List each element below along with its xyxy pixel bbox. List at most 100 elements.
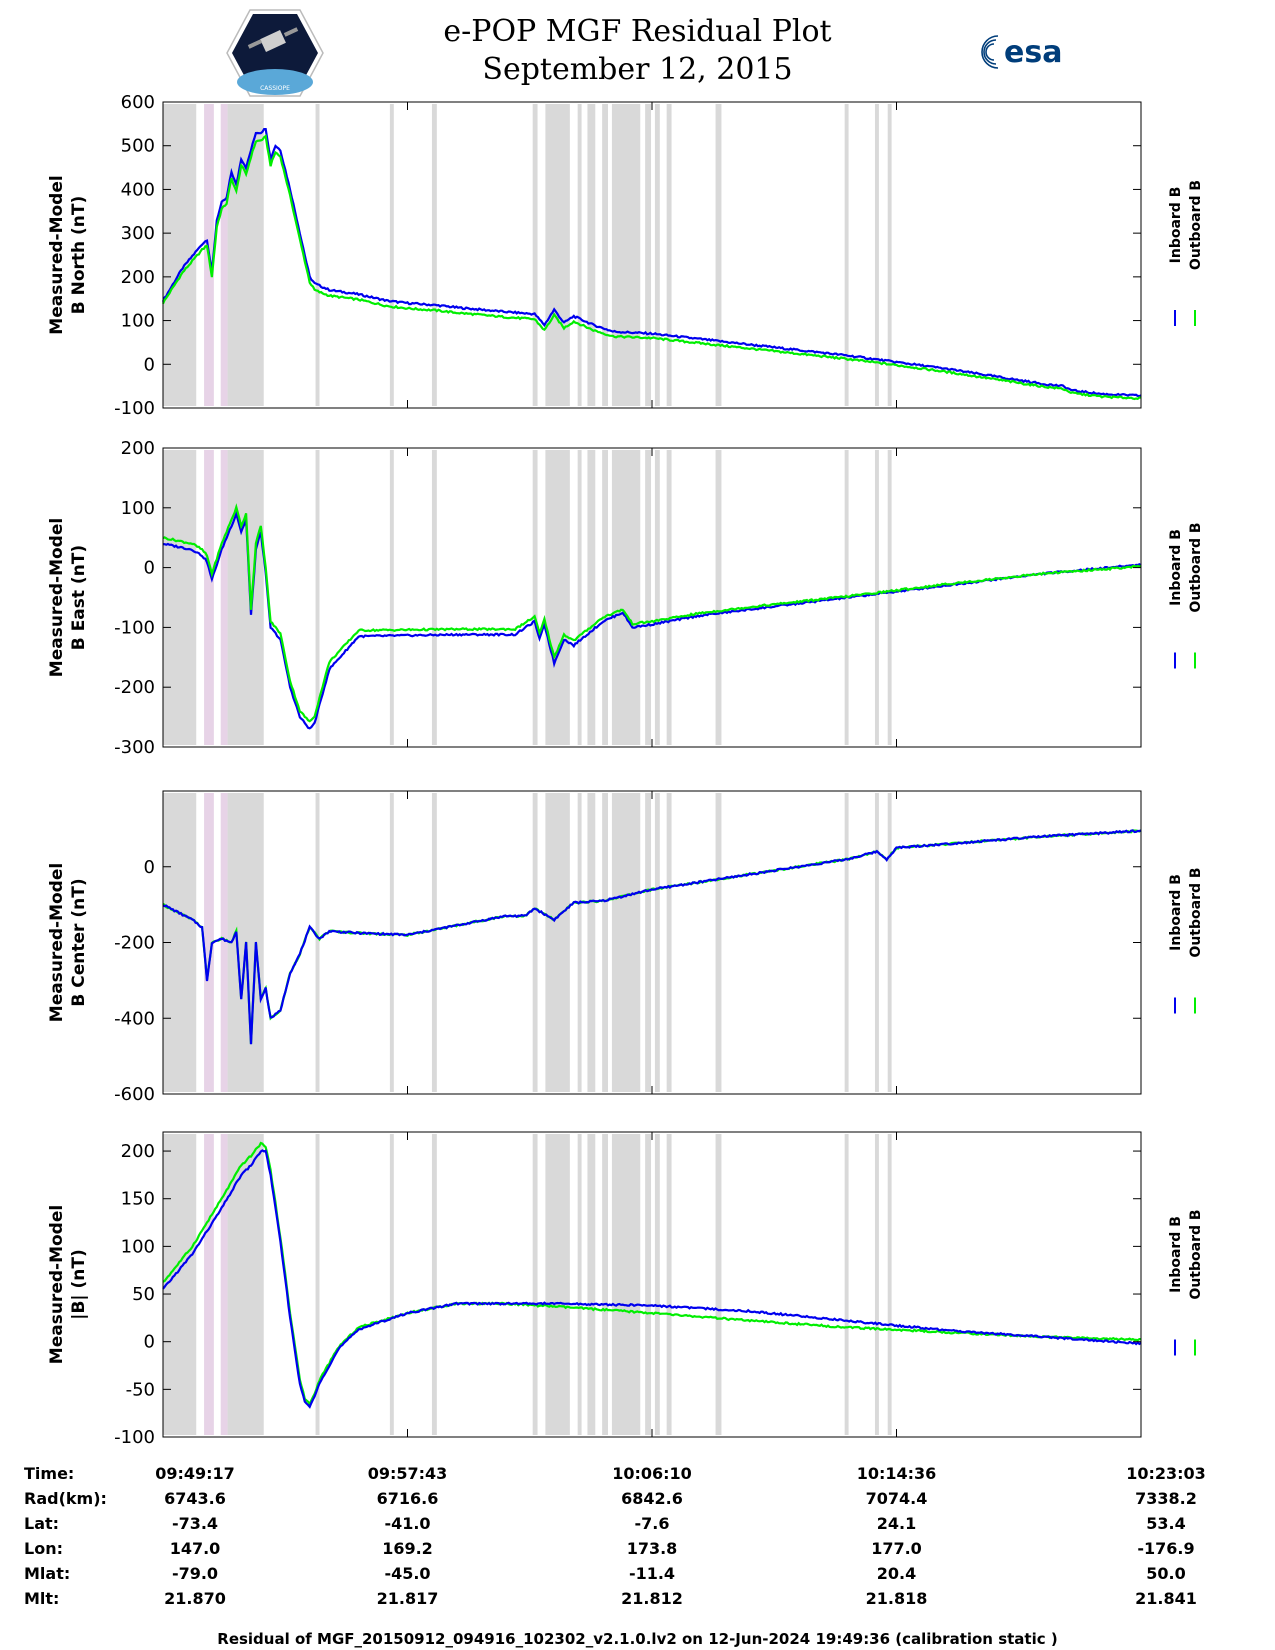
shaded-interval	[602, 450, 608, 745]
shaded-interval	[204, 793, 214, 1092]
y-tick-label: -100	[114, 1427, 155, 1448]
shaded-interval	[389, 450, 394, 745]
y-tick-label: 0	[144, 1332, 155, 1353]
plot-frame	[162, 447, 1142, 748]
series-line-inboard	[162, 829, 1142, 1045]
y-axis-label: Measured-Model |B| (nT)	[47, 1205, 89, 1364]
shaded-interval	[844, 793, 849, 1092]
info-row-value: -79.0	[172, 1564, 218, 1583]
shaded-interval	[645, 450, 652, 745]
shaded-interval	[431, 450, 437, 745]
shaded-interval	[587, 450, 596, 745]
y-tick-label: 400	[121, 179, 155, 200]
shaded-interval	[389, 104, 394, 406]
shaded-interval	[666, 1134, 672, 1435]
shaded-interval	[220, 793, 228, 1092]
shaded-interval	[587, 1134, 596, 1435]
shaded-interval	[666, 450, 672, 745]
y-tick-label: -200	[114, 677, 155, 698]
info-row-value: 21.812	[621, 1589, 683, 1608]
y-axis-label: Measured-Model B East (nT)	[47, 518, 89, 677]
plot-frame	[162, 790, 1142, 1095]
shaded-interval	[654, 104, 660, 406]
shaded-interval	[545, 1134, 570, 1435]
y-tick-label: 100	[121, 1236, 155, 1257]
y-tick-label: 0	[144, 558, 155, 579]
y-tick-label: 600	[121, 92, 155, 113]
info-row-value: 7074.4	[866, 1489, 928, 1508]
legend-inboard-label: Inboard B	[1168, 1216, 1184, 1293]
info-row-value: 21.818	[866, 1589, 928, 1608]
shaded-interval	[887, 1134, 892, 1435]
shaded-interval	[545, 450, 570, 745]
info-row-value: -11.4	[629, 1564, 675, 1583]
cassiope-logo-text: CASSIOPE	[260, 85, 290, 92]
shaded-interval	[204, 1134, 214, 1435]
footer-caption: Residual of MGF_20150912_094916_102302_v…	[217, 1630, 1058, 1648]
shaded-interval	[715, 1134, 722, 1435]
shaded-interval	[163, 450, 197, 745]
y-axis-label-line1: Measured-Model	[47, 1205, 67, 1364]
shaded-interval	[645, 104, 652, 406]
shaded-interval	[887, 450, 892, 745]
info-row-label: Lon:	[24, 1539, 63, 1558]
y-tick-label: 50	[132, 1284, 155, 1305]
esa-logo-text: esa	[1004, 35, 1062, 70]
shaded-interval	[602, 1134, 608, 1435]
y-tick-label: -100	[114, 617, 155, 638]
y-axis-label-line1: Measured-Model	[47, 518, 67, 677]
shaded-interval	[887, 104, 892, 406]
info-row-value: 09:49:17	[155, 1464, 235, 1483]
legend-outboard-label: Outboard B	[1188, 1209, 1204, 1299]
series-line-inboard	[162, 510, 1142, 730]
legend-inboard-label: Inboard B	[1168, 529, 1184, 606]
info-row-value: 10:14:36	[857, 1464, 937, 1483]
info-row-value: 53.4	[1146, 1514, 1185, 1533]
panel-1: -100 0 100 200 300 400 500 600 Measured-Model B N…	[47, 92, 1204, 419]
shaded-interval	[163, 1134, 197, 1435]
page-header: CASSIOPE e-POP MGF Residual Plot Septemb…	[0, 0, 1275, 100]
shaded-interval	[577, 104, 582, 406]
legend-outboard-label: Outboard B	[1188, 867, 1204, 957]
shaded-interval	[431, 793, 437, 1092]
shaded-interval	[587, 793, 596, 1092]
shaded-interval	[220, 1134, 228, 1435]
info-row-value: 10:23:03	[1126, 1464, 1206, 1483]
y-tick-label: 100	[121, 311, 155, 332]
shaded-interval	[844, 104, 849, 406]
info-row-value: 20.4	[877, 1564, 916, 1583]
shaded-interval	[532, 104, 538, 406]
info-row-value: 6743.6	[164, 1489, 226, 1508]
y-tick-label: -300	[114, 737, 155, 758]
y-tick-label: 0	[144, 354, 155, 375]
y-axis-label-line2: B Center (nT)	[69, 878, 89, 1006]
y-tick-label: 200	[121, 267, 155, 288]
info-row-value: 6716.6	[377, 1489, 439, 1508]
info-row-label: Time:	[24, 1464, 74, 1483]
shaded-interval	[874, 793, 879, 1092]
shaded-interval	[315, 1134, 320, 1435]
info-row-value: 21.817	[377, 1589, 439, 1608]
info-row-label: Mlat:	[24, 1564, 70, 1583]
shaded-interval	[602, 793, 608, 1092]
shaded-interval	[577, 793, 582, 1092]
series-line-inboard	[161, 128, 1142, 398]
info-row-value: -41.0	[384, 1514, 430, 1533]
shaded-interval	[844, 1134, 849, 1435]
shaded-interval	[227, 104, 264, 406]
shaded-interval	[389, 793, 394, 1092]
shaded-interval	[611, 104, 641, 406]
panel-4: -100 -50 0 50 100 150 200 Measured-Model |B| (nT…	[47, 1131, 1204, 1448]
y-axis-label-line1: Measured-Model	[47, 175, 67, 334]
series-line-outboard	[161, 134, 1142, 401]
shaded-interval	[874, 1134, 879, 1435]
shaded-interval	[532, 450, 538, 745]
info-row-value: 50.0	[1146, 1564, 1185, 1583]
y-tick-label: 0	[144, 857, 155, 878]
plot-frame	[162, 1131, 1142, 1438]
shaded-interval	[227, 1134, 264, 1435]
shaded-interval	[315, 793, 320, 1092]
shaded-interval	[545, 793, 570, 1092]
shaded-interval	[431, 1134, 437, 1435]
